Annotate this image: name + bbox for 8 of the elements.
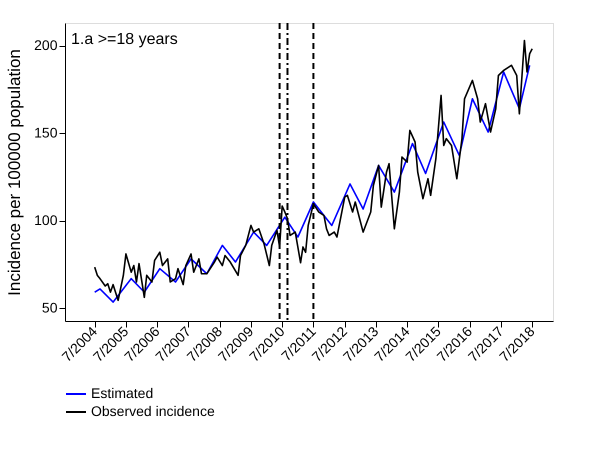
y-tick-label: 50 <box>42 300 58 316</box>
y-tick-label: 200 <box>34 37 58 54</box>
y-axis-title: Incidence per 100000 population <box>5 49 24 296</box>
y-tick-label: 100 <box>34 212 58 228</box>
legend-label: Estimated <box>91 385 154 401</box>
annotation: 1.a >=18 years <box>71 31 178 48</box>
y-tick-label: 150 <box>34 124 58 141</box>
legend-label: Observed incidence <box>91 403 215 419</box>
